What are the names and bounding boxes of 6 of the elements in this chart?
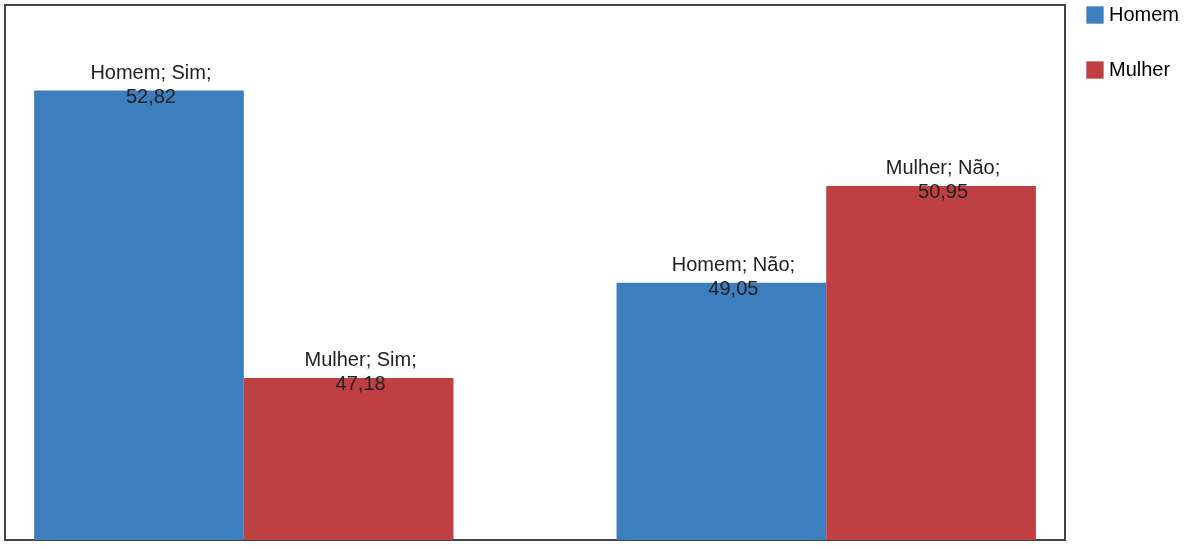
- legend-label: Homem: [1109, 3, 1180, 25]
- legend-label: Mulher: [1109, 58, 1171, 80]
- data-label: Homem; Sim; 52,82: [90, 60, 212, 107]
- data-label: Homem; Não; 49,05: [671, 252, 796, 299]
- data-label: Mulher; Sim; 47,18: [304, 347, 417, 394]
- data-label: Mulher; Não; 50,95: [885, 155, 1001, 202]
